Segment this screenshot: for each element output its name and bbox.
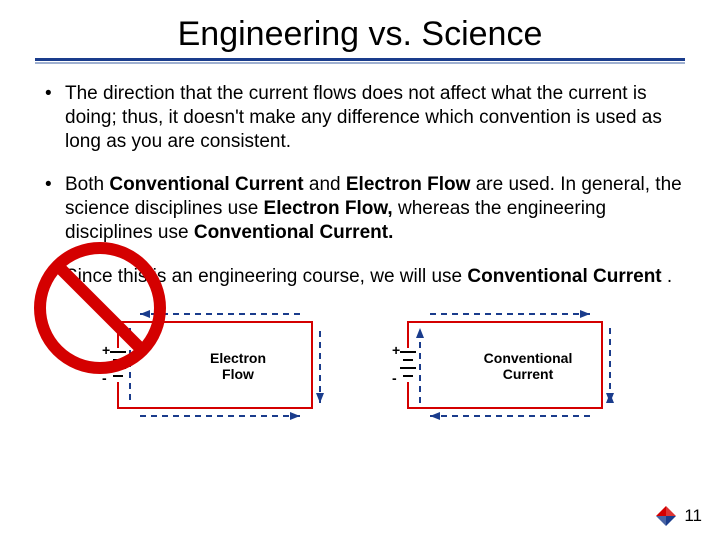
page-number: 11 xyxy=(684,506,702,526)
circuit-electron-flow: + - ElectronFlow xyxy=(100,308,330,423)
plus-label: + xyxy=(102,342,110,358)
diagram-row: + - ElectronFlow xyxy=(35,308,685,423)
title-underline-shadow xyxy=(35,62,685,64)
minus-label: - xyxy=(392,370,397,386)
plus-label: + xyxy=(392,342,400,358)
circuit-label-right: ConventionalCurrent xyxy=(484,350,573,382)
bullet-item: Since this is an engineering course, we … xyxy=(43,265,685,289)
title-underline xyxy=(35,58,685,61)
bullet-item: Both Conventional Current and Electron F… xyxy=(43,173,685,244)
circuit-conventional-current: + - ConventionalCurrent xyxy=(390,308,620,423)
slide-title: Engineering vs. Science xyxy=(35,15,685,54)
circuit-label-left: ElectronFlow xyxy=(210,350,266,382)
minus-label: - xyxy=(102,370,107,386)
bullet-list: The direction that the current flows doe… xyxy=(35,82,685,288)
logo-icon xyxy=(652,502,680,530)
bullet-item: The direction that the current flows doe… xyxy=(43,82,685,153)
